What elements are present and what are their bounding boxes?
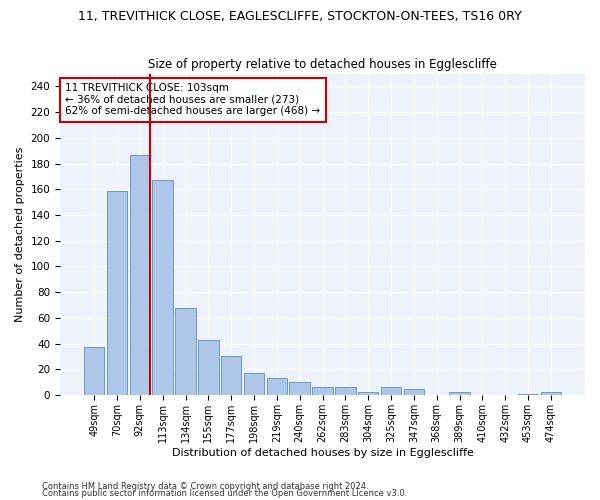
Bar — [335, 387, 356, 395]
Bar — [244, 373, 264, 395]
Bar — [358, 392, 379, 395]
Bar — [404, 388, 424, 395]
Text: 11 TREVITHICK CLOSE: 103sqm
← 36% of detached houses are smaller (273)
62% of se: 11 TREVITHICK CLOSE: 103sqm ← 36% of det… — [65, 83, 320, 116]
Bar — [152, 180, 173, 395]
Y-axis label: Number of detached properties: Number of detached properties — [15, 146, 25, 322]
Bar — [518, 394, 538, 395]
Bar — [84, 348, 104, 395]
Text: 11, TREVITHICK CLOSE, EAGLESCLIFFE, STOCKTON-ON-TEES, TS16 0RY: 11, TREVITHICK CLOSE, EAGLESCLIFFE, STOC… — [78, 10, 522, 23]
Bar — [449, 392, 470, 395]
Bar — [541, 392, 561, 395]
Title: Size of property relative to detached houses in Egglescliffe: Size of property relative to detached ho… — [148, 58, 497, 71]
X-axis label: Distribution of detached houses by size in Egglescliffe: Distribution of detached houses by size … — [172, 448, 473, 458]
Bar — [175, 308, 196, 395]
Bar — [198, 340, 218, 395]
Bar — [381, 387, 401, 395]
Bar — [130, 154, 150, 395]
Text: Contains HM Land Registry data © Crown copyright and database right 2024.: Contains HM Land Registry data © Crown c… — [42, 482, 368, 491]
Bar — [266, 378, 287, 395]
Bar — [107, 190, 127, 395]
Bar — [221, 356, 241, 395]
Bar — [289, 382, 310, 395]
Text: Contains public sector information licensed under the Open Government Licence v3: Contains public sector information licen… — [42, 490, 407, 498]
Bar — [312, 387, 333, 395]
